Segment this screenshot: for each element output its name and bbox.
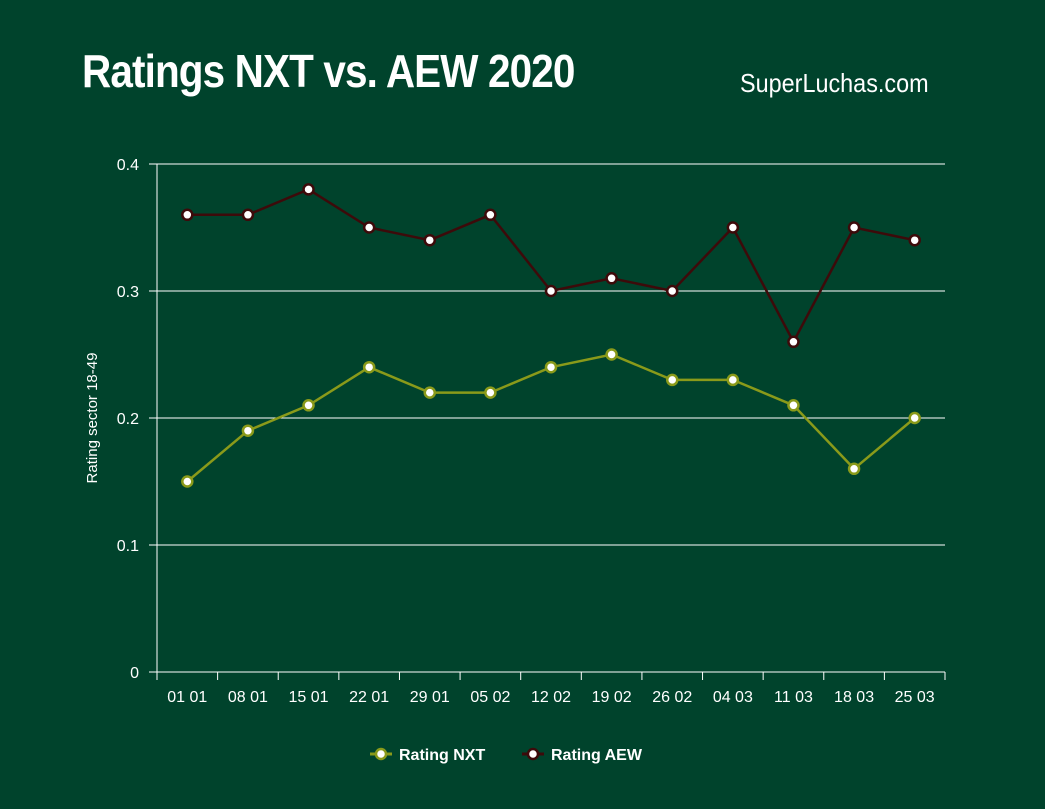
rating-nxt-point xyxy=(362,360,376,374)
brand-label: SuperLuchas.com xyxy=(740,68,929,98)
y-tick-label: 0.3 xyxy=(117,284,139,301)
x-tick-label: 29 01 xyxy=(410,689,450,706)
rating-aew-point xyxy=(544,284,558,298)
rating-aew-point xyxy=(181,208,194,222)
rating-aew-point xyxy=(605,272,618,285)
x-tick-label: 05 02 xyxy=(470,689,510,706)
x-tick-label: 01 01 xyxy=(167,689,207,706)
x-tick-label: 12 02 xyxy=(531,689,571,706)
rating-aew-point xyxy=(362,221,376,234)
rating-nxt-point xyxy=(908,411,921,425)
x-tick-label: 26 02 xyxy=(652,689,692,706)
y-tick-label: 0.4 xyxy=(117,157,139,174)
rating-aew-point xyxy=(665,284,679,298)
x-tick-label: 08 01 xyxy=(228,689,268,706)
legend-rating-nxt-marker xyxy=(374,747,388,761)
y-axis-label: Rating sector 18-49 xyxy=(84,353,101,484)
legend-rating-nxt-label: Rating NXT xyxy=(399,747,485,764)
x-tick-label: 22 01 xyxy=(349,689,389,706)
rating-nxt-point xyxy=(302,399,315,412)
chart-title: Ratings NXT vs. AEW 2020 xyxy=(82,45,575,97)
rating-nxt-point xyxy=(665,373,679,387)
rating-aew-point xyxy=(726,221,740,234)
legend-rating-aew-label: Rating AEW xyxy=(551,747,643,764)
rating-nxt-point xyxy=(726,373,740,387)
x-tick-label: 25 03 xyxy=(895,689,935,706)
rating-nxt-point xyxy=(787,399,800,412)
rating-aew-point xyxy=(847,221,861,234)
rating-nxt-point xyxy=(847,462,861,476)
rating-nxt-point xyxy=(423,386,437,399)
rating-aew-point xyxy=(423,233,437,247)
x-tick-label: 04 03 xyxy=(713,689,753,706)
y-tick-label: 0 xyxy=(130,665,139,682)
rating-nxt-point xyxy=(484,386,497,399)
x-tick-label: 19 02 xyxy=(592,689,632,706)
rating-aew-point xyxy=(302,183,315,196)
y-tick-label: 0.2 xyxy=(117,411,139,428)
rating-aew-point xyxy=(787,335,800,349)
rating-aew-point xyxy=(484,208,497,222)
rating-nxt-point xyxy=(544,360,558,374)
legend-rating-aew-marker xyxy=(526,747,540,761)
x-tick-label: 11 03 xyxy=(774,689,813,706)
x-tick-label: 18 03 xyxy=(834,689,874,706)
rating-aew-point xyxy=(908,233,921,247)
rating-nxt-point xyxy=(181,475,194,488)
x-tick-label: 15 01 xyxy=(289,689,329,706)
rating-nxt-point xyxy=(605,348,618,361)
rating-aew-point xyxy=(241,208,255,222)
rating-nxt-point xyxy=(241,424,255,437)
y-tick-label: 0.1 xyxy=(117,538,139,555)
rating-aew-line xyxy=(187,187,915,345)
